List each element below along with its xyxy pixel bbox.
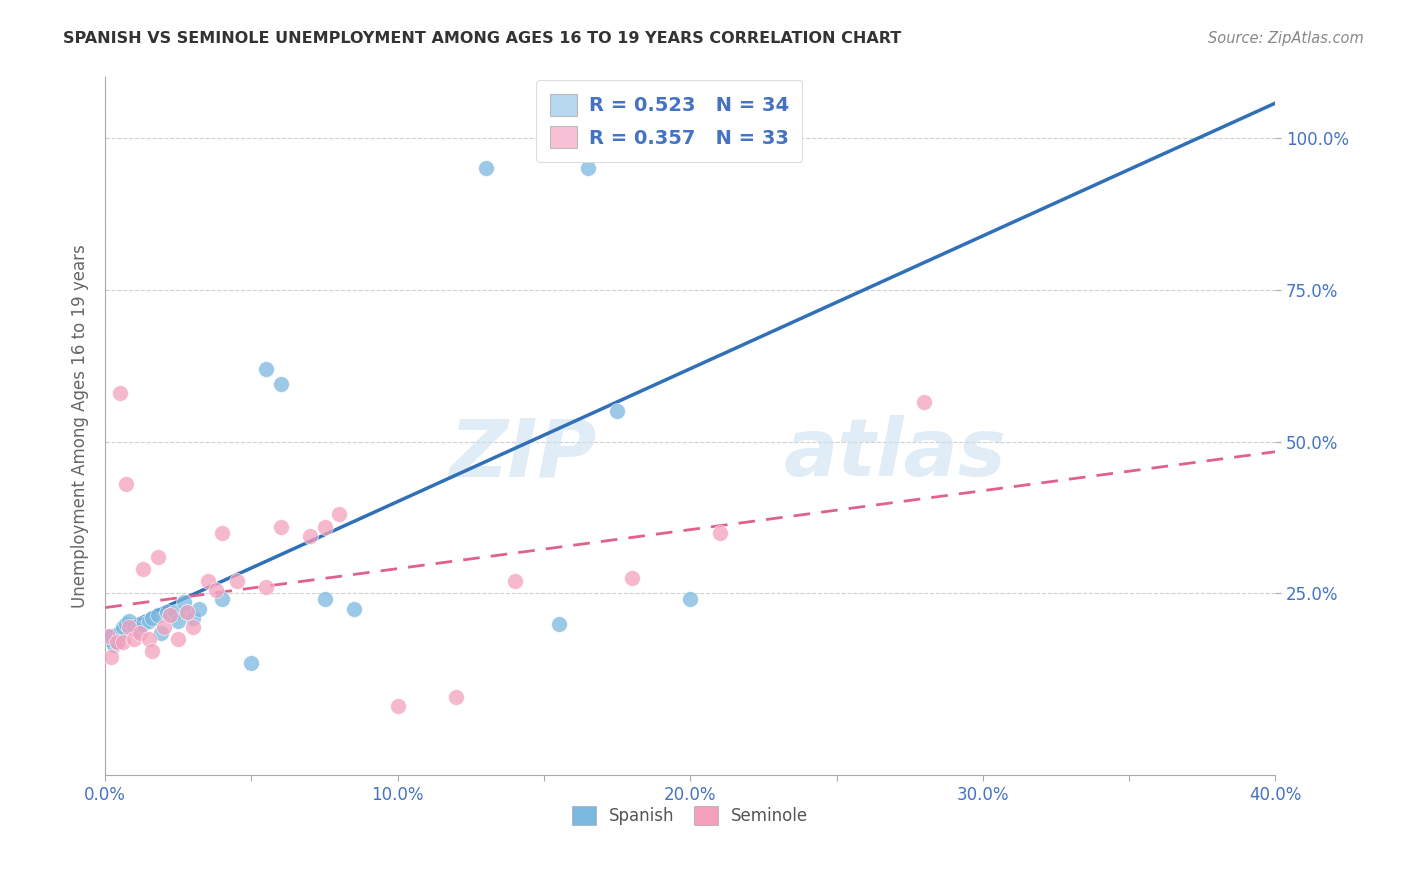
Point [141,644,163,658]
Point [97,629,120,643]
Point [146,607,169,622]
Point [124,620,146,634]
Point [197,574,219,589]
Point [100,629,122,643]
Point [173,595,195,609]
Point [328,508,350,522]
Point [117,614,139,628]
Legend: Spanish, Seminole: Spanish, Seminole [564,797,817,833]
Point [97,632,120,646]
Point [181,610,204,624]
Point [159,607,181,622]
Point [314,592,336,607]
Point [503,574,526,589]
Point [129,625,152,640]
Point [100,650,122,665]
Point [138,614,160,628]
Point [108,386,131,401]
Point [152,620,174,634]
Point [127,623,149,637]
Point [225,574,247,589]
Point [211,525,233,540]
Point [211,592,233,607]
Point [117,620,139,634]
Point [114,477,136,491]
Point [124,632,146,646]
Point [141,610,163,624]
Y-axis label: Unemployment Among Ages 16 to 19 years: Unemployment Among Ages 16 to 19 years [72,244,89,608]
Point [446,690,468,704]
Text: Source: ZipAtlas.com: Source: ZipAtlas.com [1208,31,1364,46]
Text: ZIP: ZIP [450,416,596,493]
Point [103,638,125,652]
Point [138,632,160,646]
Point [343,601,366,615]
Point [167,632,190,646]
Point [146,549,169,564]
Point [474,161,496,176]
Point [111,635,134,649]
Point [132,616,155,631]
Point [156,605,179,619]
Point [576,161,599,176]
Text: atlas: atlas [785,416,1007,493]
Point [270,519,292,533]
Point [111,620,134,634]
Point [606,404,628,418]
Point [176,605,198,619]
Point [254,361,277,376]
Point [254,580,277,594]
Point [620,571,643,585]
Point [679,592,702,607]
Point [205,583,228,598]
Point [176,605,198,619]
Point [159,607,181,622]
Point [114,616,136,631]
Point [387,698,409,713]
Point [314,519,336,533]
Point [298,529,321,543]
Point [105,635,128,649]
Point [149,625,172,640]
Point [547,616,569,631]
Text: SPANISH VS SEMINOLE UNEMPLOYMENT AMONG AGES 16 TO 19 YEARS CORRELATION CHART: SPANISH VS SEMINOLE UNEMPLOYMENT AMONG A… [63,31,901,46]
Point [132,562,155,576]
Point [270,376,292,391]
Point [165,605,187,619]
Point [105,635,128,649]
Point [709,525,731,540]
Point [167,614,190,628]
Point [912,395,935,409]
Point [181,620,204,634]
Point [108,625,131,640]
Point [240,656,263,670]
Point [187,601,209,615]
